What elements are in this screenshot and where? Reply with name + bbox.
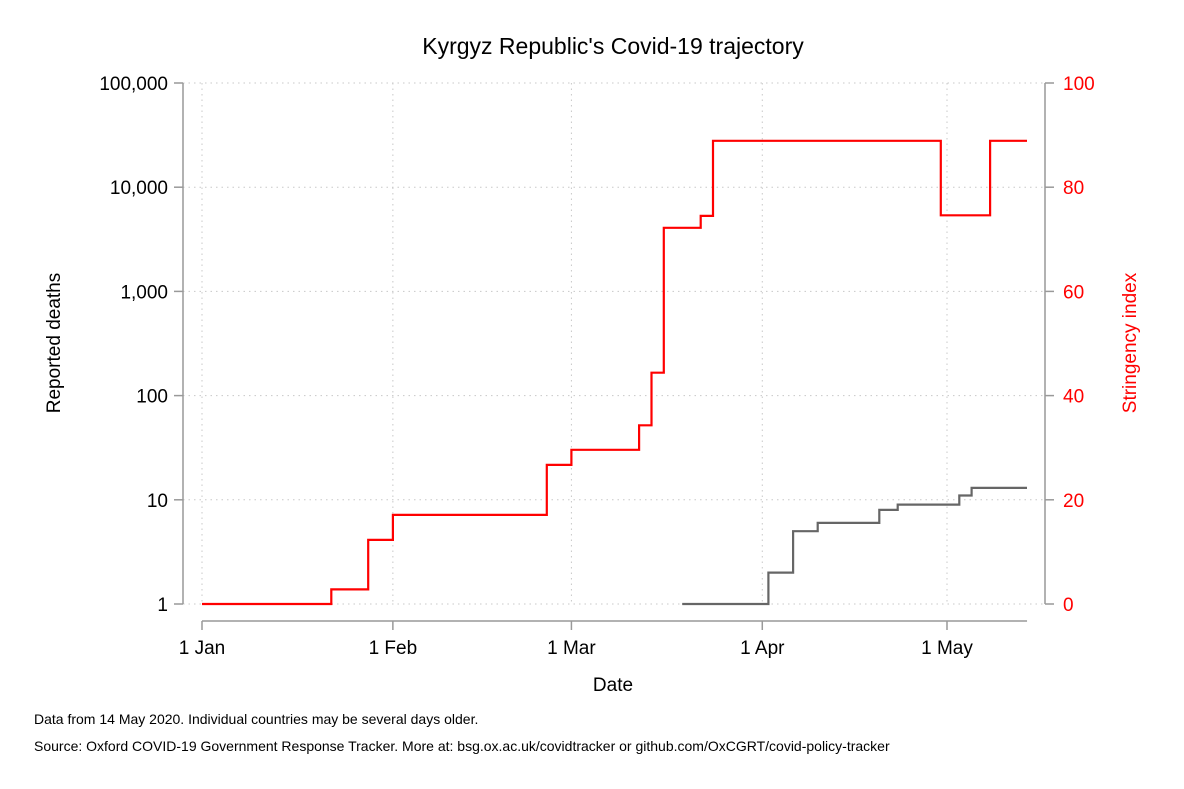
x-tick-label: 1 Mar <box>547 638 596 659</box>
covid-trajectory-chart: Kyrgyz Republic's Covid-19 trajectory 11… <box>44 33 1141 696</box>
y-axis-right-label: Stringency index <box>1120 272 1141 413</box>
x-axis-label: Date <box>593 675 633 696</box>
stringency-series-line <box>202 139 1027 606</box>
x-tick-label: 1 Feb <box>369 638 418 659</box>
footnote-data-date: Data from 14 May 2020. Individual countr… <box>34 711 479 727</box>
deaths-series-line <box>682 486 1027 606</box>
x-tick-label: 1 Jan <box>179 638 225 659</box>
y-left-tick-label: 100,000 <box>99 74 168 95</box>
y-left-tick-label: 1,000 <box>120 282 168 303</box>
y-left-tick-label: 10,000 <box>110 178 168 199</box>
y-right-tick-label: 100 <box>1063 74 1095 95</box>
x-tick-label: 1 May <box>921 638 973 659</box>
y-left-tick-label: 100 <box>136 387 168 408</box>
y-left-tick-label: 1 <box>157 595 168 616</box>
grid-lines <box>183 82 1045 605</box>
y-right-tick-label: 80 <box>1063 178 1084 199</box>
y-right-tick-label: 0 <box>1063 595 1074 616</box>
y-axis-left-label: Reported deaths <box>44 273 65 414</box>
axes: 1 10 100 1,000 10,000 100,000 1 Jan 1 Feb 1 Mar 1… <box>99 74 1094 659</box>
y-right-tick-label: 20 <box>1063 491 1084 512</box>
chart-title: Kyrgyz Republic's Covid-19 trajectory <box>422 33 804 59</box>
y-right-tick-label: 40 <box>1063 387 1084 408</box>
series-layer <box>202 139 1027 606</box>
y-right-tick-label: 60 <box>1063 282 1084 303</box>
footnote-source: Source: Oxford COVID-19 Government Respo… <box>34 738 890 754</box>
y-left-tick-label: 10 <box>147 491 168 512</box>
x-tick-label: 1 Apr <box>740 638 785 659</box>
